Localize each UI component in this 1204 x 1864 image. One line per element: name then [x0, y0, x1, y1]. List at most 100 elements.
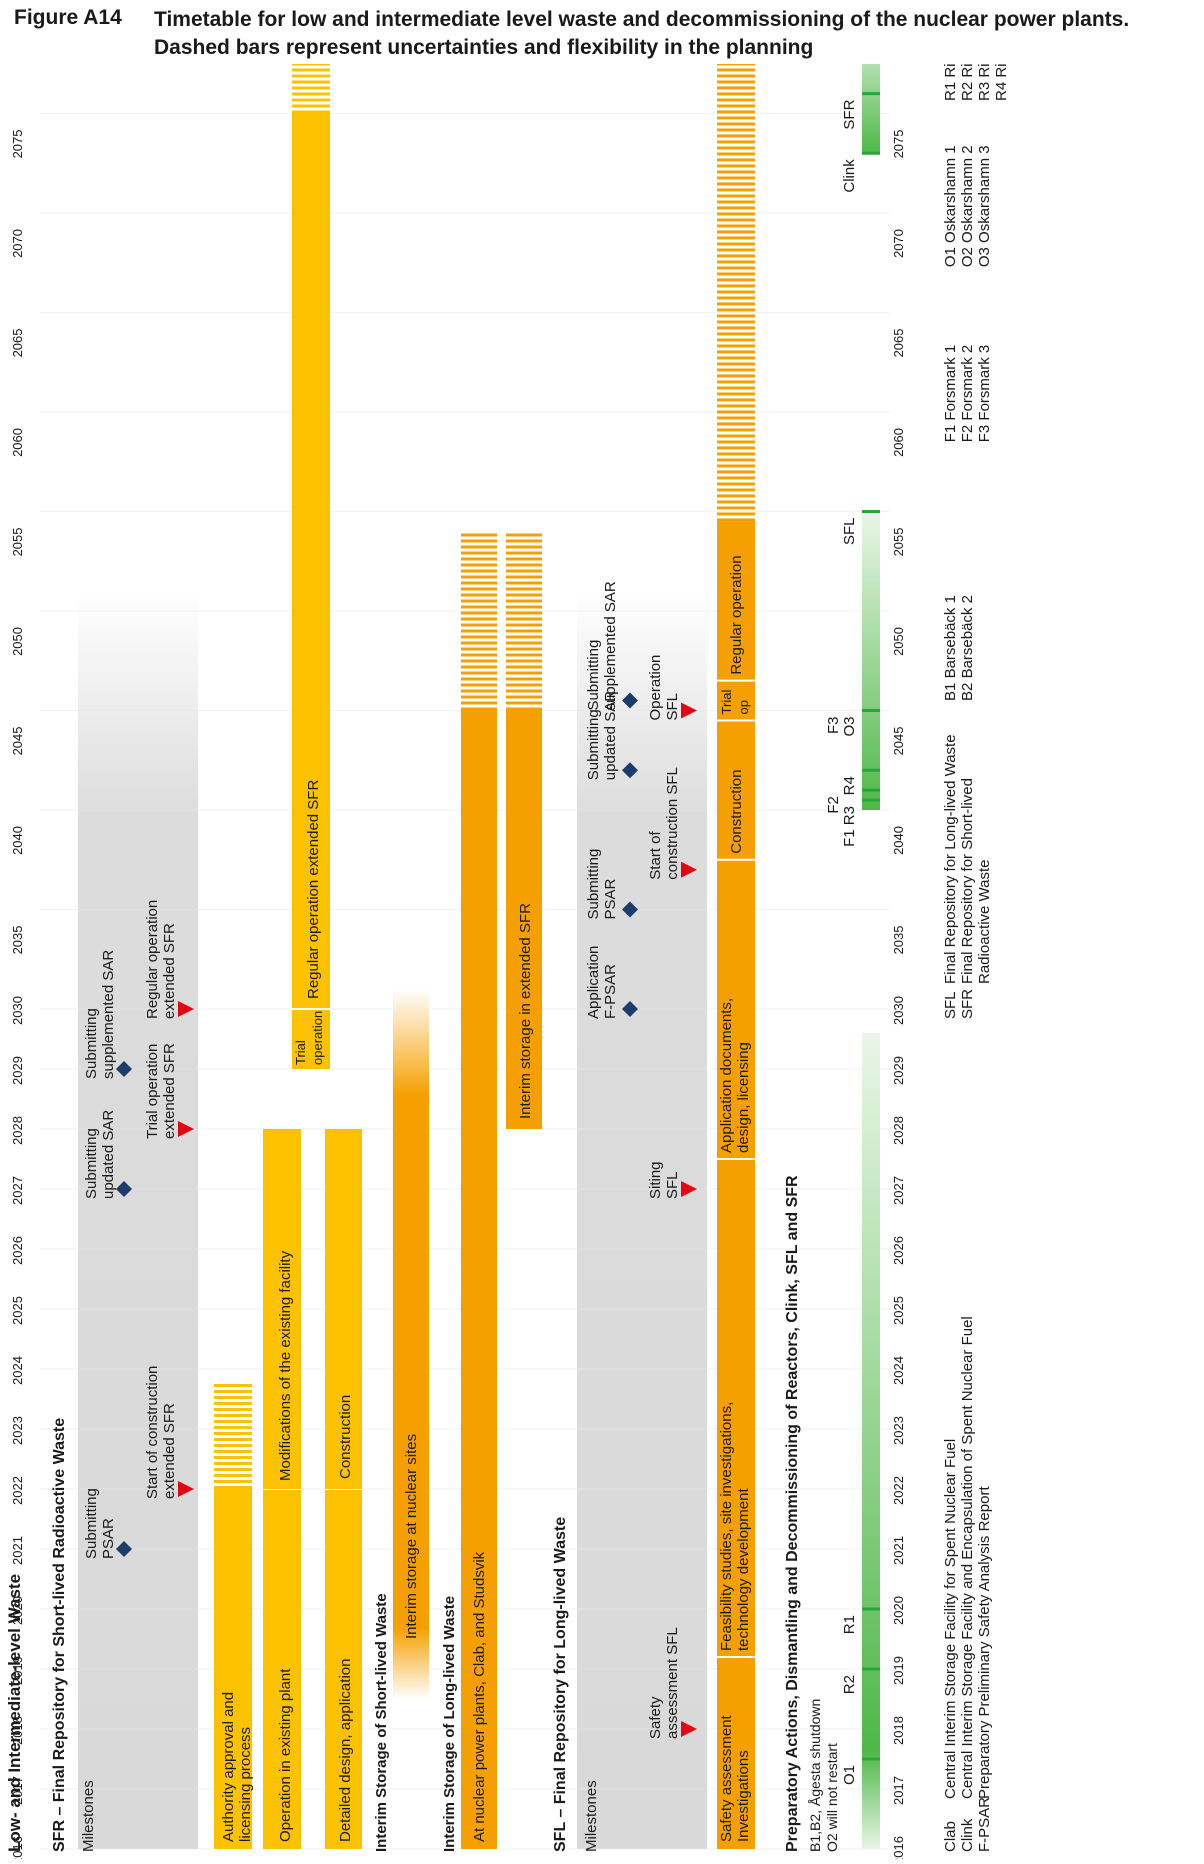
dash-segment [717, 296, 755, 300]
sfr-milestone-text: Start of construction [144, 1366, 161, 1499]
axis-tick-label: 2035 [10, 926, 25, 955]
bar-label: Modifications of the existing facility [277, 1250, 294, 1481]
sfr-milestone-text: extended SFR [161, 1403, 178, 1499]
dash-segment [717, 140, 755, 144]
dash-segment [461, 641, 497, 645]
dash-segment [717, 338, 755, 342]
dash-segment [461, 593, 497, 597]
sfr-milestone-text: Submitting [83, 1488, 100, 1559]
axis-tick-label-right: 2021 [891, 1536, 906, 1565]
dash-segment [214, 1468, 252, 1471]
bar-regular-operation-sfr-dashed [292, 14, 330, 114]
dash-segment [214, 1384, 252, 1387]
sfr-milestone-text: updated SAR [100, 1110, 117, 1199]
dash-segment [506, 563, 542, 567]
dash-segment [717, 308, 755, 312]
dash-segment [717, 62, 755, 66]
dash-segment [717, 236, 755, 240]
bar-sfl-activity [717, 1159, 755, 1657]
dash-segment [717, 350, 755, 354]
dash-segment [292, 98, 330, 102]
dash-segment [717, 146, 755, 150]
axis-tick-label: 2045 [10, 727, 25, 756]
bar-label: Interim storage at nuclear sites [403, 1434, 420, 1639]
figure-title: Timetable for low and intermediate level… [154, 8, 1130, 59]
axis-tick-label-right: 2065 [891, 329, 906, 358]
dash-segment [461, 623, 497, 627]
dash-segment [717, 362, 755, 366]
dash-segment [717, 182, 755, 186]
dash-segment [717, 74, 755, 78]
legend-reactor: O3 Oskarshamn 3 [976, 145, 993, 267]
sfl-milestone-text: updated SAR [602, 691, 619, 780]
legend-reactor: B1 Barsebäck 1 [942, 595, 959, 701]
bar-authority-approval-dashed [214, 1384, 252, 1489]
axis-tick-label: 2024 [10, 1356, 25, 1385]
dash-segment [717, 92, 755, 96]
dash-segment [506, 677, 542, 681]
axis-tick-label: 2022 [10, 1476, 25, 1505]
dash-segment [717, 512, 755, 516]
bar-label: Feasibility studies, site investigations… [718, 1402, 735, 1651]
dash-segment [717, 278, 755, 282]
sfr-milestone-text: Submitting [83, 1008, 100, 1079]
dash-segment [461, 677, 497, 681]
bar-label: At nuclear power plants, Clab, and Studs… [471, 1551, 488, 1842]
dash-segment [292, 92, 330, 96]
section-title-sfl: SFL – Final Repository for Long-lived Wa… [552, 1517, 569, 1852]
axis-tick-label: 2075 [10, 130, 25, 159]
axis-tick-label-right: 2016 [891, 1836, 906, 1859]
dash-segment [717, 206, 755, 210]
dash-segment [506, 569, 542, 573]
dash-segment [292, 86, 330, 90]
sfr-milestone-text: extended SFR [161, 923, 178, 1019]
bar-label: Trial [293, 1040, 308, 1065]
dash-segment [717, 464, 755, 468]
axis-tick-label: 2016 [10, 1836, 25, 1859]
axis-tick-label: 2029 [10, 1056, 25, 1085]
dash-segment [506, 635, 542, 639]
dash-segment [717, 134, 755, 138]
dash-segment [717, 194, 755, 198]
dash-segment [214, 1402, 252, 1405]
dash-segment [214, 1390, 252, 1393]
dash-segment [214, 1414, 252, 1417]
axis-tick-label-right: 2060 [891, 428, 906, 457]
dash-segment [461, 629, 497, 633]
prep-bar-reactors [862, 1033, 880, 1849]
axis-tick-label-right: 2022 [891, 1476, 906, 1505]
dash-segment [506, 665, 542, 669]
axis-tick-label-right: 2024 [891, 1356, 906, 1385]
bar-label: Construction [728, 770, 745, 854]
dash-segment [506, 593, 542, 597]
dash-segment [214, 1420, 252, 1423]
legend-reactor: F1 Forsmark 1 [942, 345, 959, 443]
axis-tick-label-right: 2045 [891, 727, 906, 756]
dash-segment [717, 128, 755, 132]
dash-segment [717, 332, 755, 336]
section-title-lilw: Low- and Intermediate-level Waste [5, 1574, 24, 1852]
legend-reactor: O1 Oskarshamn 1 [942, 145, 959, 267]
sfl-milestone-text: F-PSAR [602, 964, 619, 1019]
dash-segment [461, 533, 497, 537]
legend-text: Preparatory Preliminary Safety Analysis … [976, 1486, 993, 1799]
bar-modifications [263, 1129, 301, 1489]
dash-segment [292, 80, 330, 84]
legend-reactor: F3 Forsmark 3 [976, 345, 993, 443]
dash-segment [717, 248, 755, 252]
dash-segment [506, 641, 542, 645]
dash-segment [461, 587, 497, 591]
sfl-milestone-diamond [622, 901, 638, 918]
sfl-milestone-triangle [681, 702, 697, 719]
legend-reactor: R1 Ringhals 1 [942, 64, 959, 101]
bar-trial-operation [292, 1009, 330, 1069]
dash-segment [461, 545, 497, 549]
dash-segment [717, 260, 755, 264]
dash-segment [717, 374, 755, 378]
bar-regular-operation-sfr [292, 113, 330, 1009]
dash-segment [292, 110, 330, 114]
dash-segment [214, 1456, 252, 1459]
dash-segment [717, 386, 755, 390]
dash-segment [717, 110, 755, 114]
reactor-marker-label: F2 [825, 796, 842, 814]
